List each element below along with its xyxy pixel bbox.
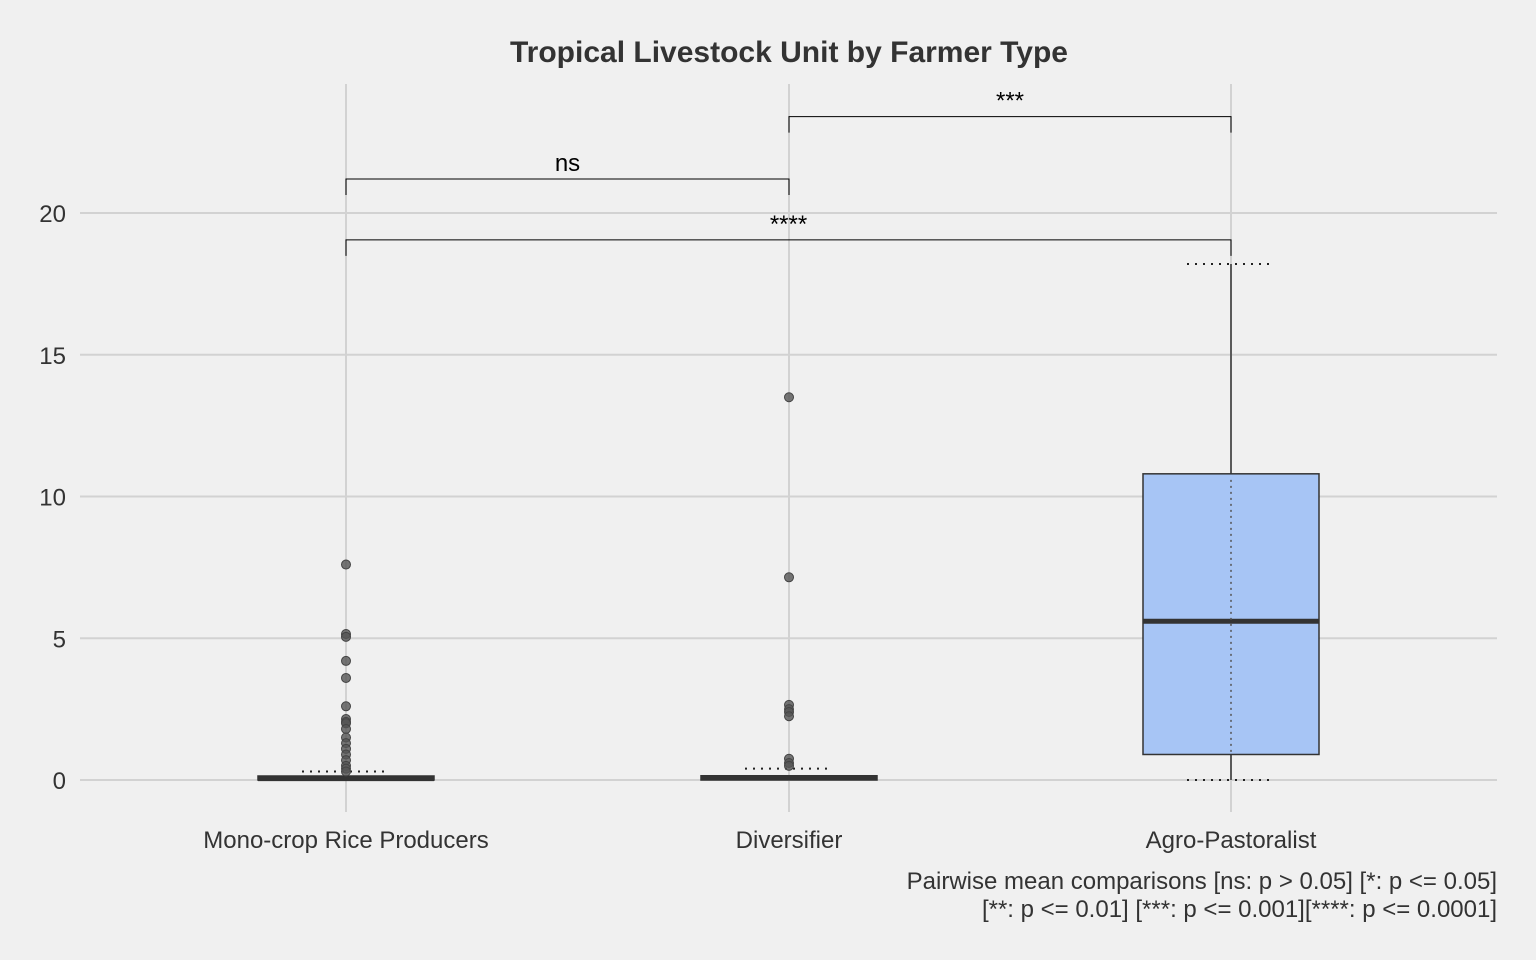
significance-label: ns xyxy=(555,150,580,177)
outlier-point xyxy=(341,672,351,683)
outlier-point xyxy=(784,392,794,403)
comparison-bracket: **** xyxy=(345,211,1232,256)
y-tick-label: 10 xyxy=(39,485,66,512)
caption-line-2: [**: p <= 0.01] [***: p <= 0.001][****: … xyxy=(982,896,1497,923)
x-tick-label: Agro-Pastoralist xyxy=(1146,827,1317,854)
box-group xyxy=(700,392,878,781)
bracket-line xyxy=(345,178,790,195)
y-tick-label: 0 xyxy=(53,768,66,795)
x-tick-label: Diversifier xyxy=(736,827,843,854)
outlier-point xyxy=(341,701,351,712)
outlier-point xyxy=(784,760,794,771)
x-axis-ticks: Mono-crop Rice Producers Diversifier Agro-… xyxy=(203,827,1316,854)
x-tick-label: Mono-crop Rice Producers xyxy=(203,827,488,854)
outlier-point xyxy=(784,572,794,583)
significance-label: *** xyxy=(996,88,1024,115)
box-body xyxy=(1142,473,1320,756)
significance-label: **** xyxy=(770,211,807,238)
outlier-point xyxy=(341,631,351,642)
significance-brackets: ns******* xyxy=(345,88,1232,256)
outlier-point xyxy=(784,711,794,722)
comparison-bracket: *** xyxy=(788,88,1232,133)
outlier-point xyxy=(341,766,351,777)
y-tick-label: 5 xyxy=(53,626,66,653)
comparison-bracket: ns xyxy=(345,150,790,195)
bracket-line xyxy=(345,239,1232,256)
outlier-point xyxy=(341,559,351,570)
box-group xyxy=(1142,263,1320,781)
box-group xyxy=(257,559,435,782)
box-series xyxy=(257,263,1320,782)
chart-title: Tropical Livestock Unit by Farmer Type xyxy=(510,36,1068,69)
y-tick-label: 20 xyxy=(39,201,66,228)
y-axis-ticks: 0 5 10 15 20 xyxy=(39,201,66,795)
caption-line-1: Pairwise mean comparisons [ns: p > 0.05]… xyxy=(907,868,1497,895)
outlier-point xyxy=(341,723,351,734)
outlier-point xyxy=(341,655,351,666)
bracket-line xyxy=(788,116,1232,133)
y-tick-label: 15 xyxy=(39,343,66,370)
